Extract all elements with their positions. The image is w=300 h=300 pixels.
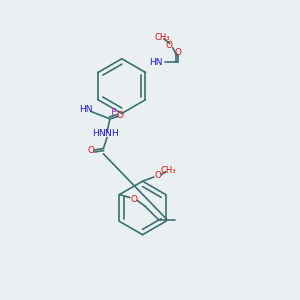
Text: HN: HN xyxy=(149,58,163,67)
Text: CH₃: CH₃ xyxy=(161,166,176,175)
Text: O: O xyxy=(175,48,182,57)
Text: H: H xyxy=(92,129,99,138)
Text: O: O xyxy=(130,194,137,203)
Text: O: O xyxy=(117,111,124,120)
Text: N: N xyxy=(98,129,105,138)
Text: CH₃: CH₃ xyxy=(154,33,170,42)
Text: N: N xyxy=(104,129,111,138)
Text: F: F xyxy=(111,108,116,118)
Text: H: H xyxy=(111,129,118,138)
Text: O: O xyxy=(154,171,161,180)
Text: O: O xyxy=(87,146,94,154)
Text: O: O xyxy=(165,41,172,50)
Text: HN: HN xyxy=(80,105,93,114)
